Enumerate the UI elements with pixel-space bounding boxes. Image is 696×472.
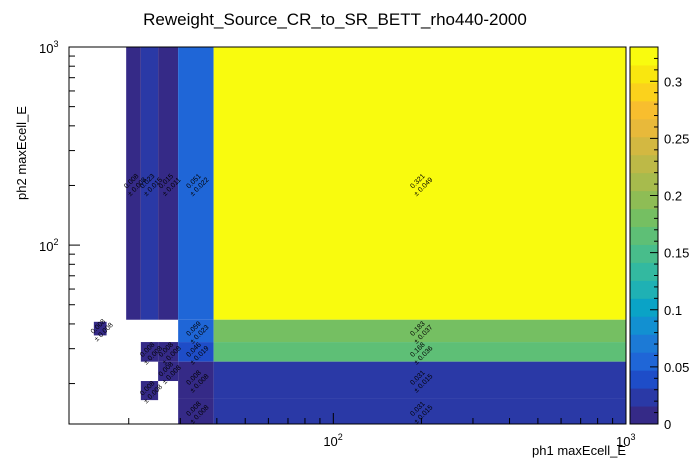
- y-tick-label: 103: [39, 39, 58, 56]
- colorbar-tick-label: 0.25: [664, 131, 689, 146]
- heatmap-cell: [140, 342, 159, 362]
- heatmap-cell: [178, 47, 214, 320]
- heatmap-cell: [158, 361, 179, 382]
- x-axis-ticks: [128, 413, 627, 424]
- heatmap-cell: [158, 47, 179, 320]
- colorbar-segment: [630, 370, 658, 389]
- colorbar-ticks: 0 0.05 0.1 0.15 0.2 0.25 0.3: [650, 46, 689, 432]
- colorbar-segment: [630, 154, 658, 174]
- colorbar-segment: [630, 316, 658, 335]
- heatmap-cells: [93, 47, 626, 424]
- x-tick-labels: 102 103: [323, 432, 635, 449]
- y-axis-ticks: [69, 46, 80, 385]
- heatmap-cell: [93, 321, 107, 336]
- colorbar-tick-label: 0.1: [664, 303, 682, 318]
- colorbar-segment: [630, 352, 658, 371]
- colorbar-segment: [630, 226, 658, 245]
- colorbar-segment: [630, 118, 658, 138]
- colorbar-tick-label: 0.05: [664, 360, 689, 375]
- colorbar-segment: [630, 244, 658, 263]
- colorbar-frame: [629, 46, 659, 425]
- heatmap-cell: [178, 342, 214, 362]
- heatmap-cell: [178, 398, 214, 424]
- colorbar-segment: [630, 190, 658, 210]
- colorbar-segment: [630, 100, 658, 120]
- heatmap-cell: [158, 342, 179, 362]
- colorbar-segment: [630, 406, 658, 425]
- colorbar-segment: [630, 172, 658, 192]
- colorbar-segment: [630, 262, 658, 281]
- heatmap-cell: [213, 319, 626, 343]
- heatmap-cell: [140, 47, 159, 320]
- heatmap-cell: [213, 398, 626, 424]
- heatmap-cell: [178, 361, 214, 399]
- y-axis-label: ph2 maxEcell_E: [14, 106, 29, 200]
- plot-frame: [68, 46, 627, 425]
- heatmap-cell: [140, 381, 159, 401]
- heatmap-cell: [178, 319, 214, 343]
- chart-title: Reweight_Source_CR_to_SR_BETT_rho440-200…: [143, 10, 527, 29]
- colorbar-segment: [630, 334, 658, 353]
- colorbar-tick-label: 0.3: [664, 74, 682, 89]
- heatmap-cell: [213, 361, 626, 399]
- colorbar-segment: [630, 208, 658, 228]
- x-tick-label: 103: [616, 432, 635, 449]
- colorbar-tick-label: 0.15: [664, 246, 689, 261]
- x-tick-label: 102: [323, 432, 342, 449]
- cell-value-label: 0.008± 0.008: [88, 316, 115, 343]
- heatmap-cell: [126, 47, 141, 320]
- heatmap-cell: [213, 342, 626, 362]
- colorbar-segment: [630, 136, 658, 156]
- colorbar-segment: [630, 82, 658, 102]
- colorbar-segment: [630, 298, 658, 317]
- colorbar-segment: [630, 388, 658, 407]
- colorbar: [630, 47, 658, 425]
- colorbar-tick-label: 0: [664, 417, 671, 432]
- heatmap-cell: [213, 47, 626, 320]
- colorbar-segment: [630, 64, 658, 84]
- y-tick-labels: 102 103: [39, 39, 58, 254]
- colorbar-tick-label: 0.2: [664, 189, 682, 204]
- x-axis-label: ph1 maxEcell_E: [532, 443, 626, 458]
- y-tick-label: 102: [39, 237, 58, 254]
- colorbar-segment: [630, 280, 658, 299]
- colorbar-segment: [630, 47, 658, 66]
